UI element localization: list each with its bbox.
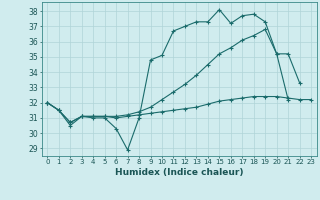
X-axis label: Humidex (Indice chaleur): Humidex (Indice chaleur): [115, 168, 244, 177]
